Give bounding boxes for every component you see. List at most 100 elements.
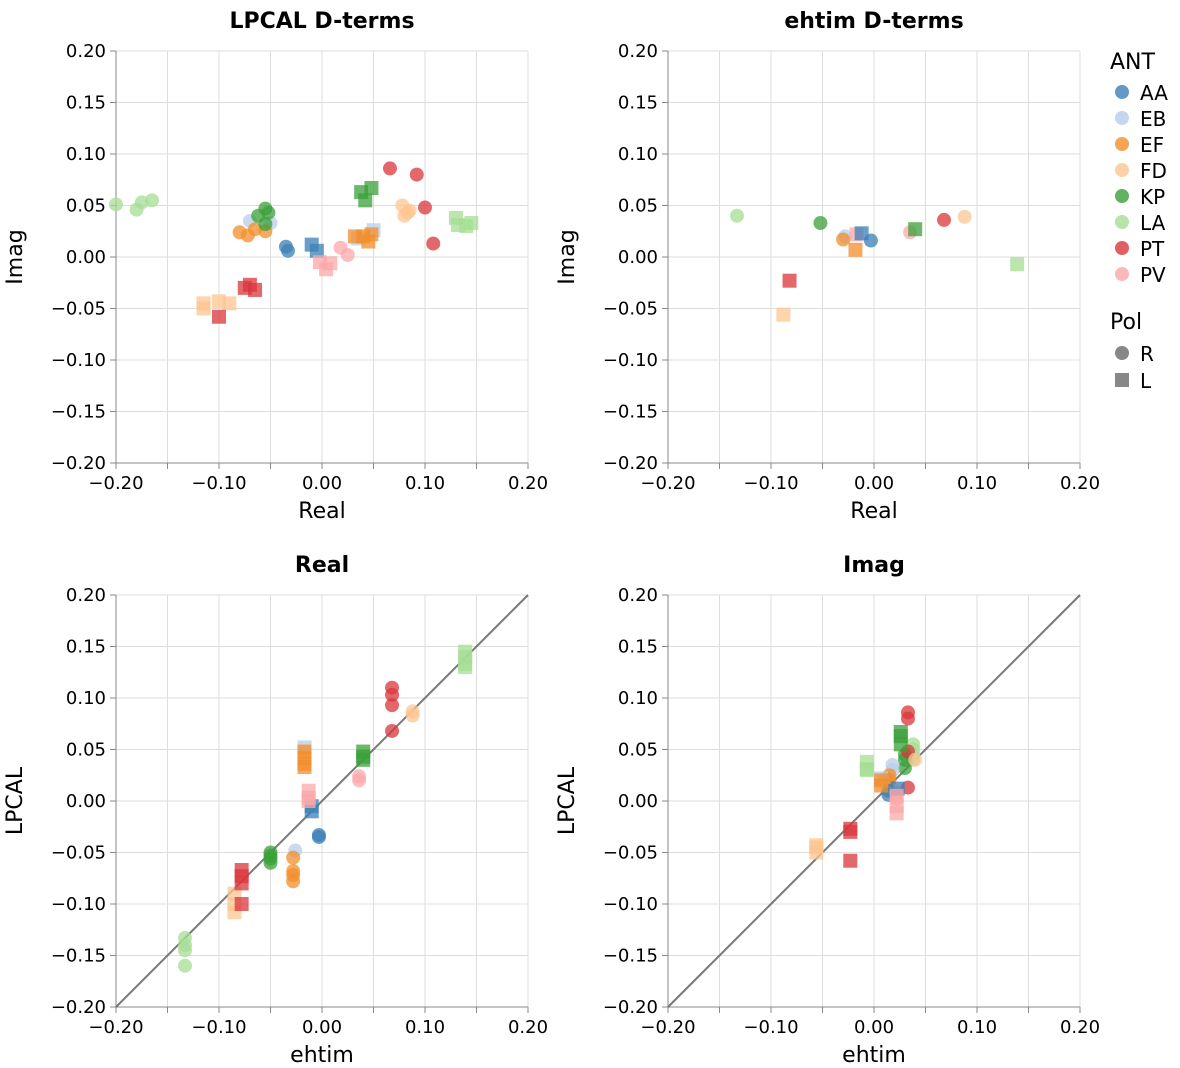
data-point-kp-r <box>261 205 276 220</box>
x-tick-label: −0.20 <box>88 473 143 494</box>
x-tick-label: 0.00 <box>302 1017 342 1038</box>
x-tick-label: −0.20 <box>640 473 695 494</box>
legend-pol-label: L <box>1140 369 1152 393</box>
chart-panels: LPCAL D-terms −0.20 −0.10 0.00 0.10 0.20 0.20 0… <box>3 9 1100 1068</box>
x-tick-label: 0.10 <box>405 1017 445 1038</box>
data-point-kp-r <box>813 216 828 231</box>
x-tick-label: 0.10 <box>957 473 997 494</box>
y-tick-label: 0.20 <box>618 585 658 606</box>
chart-panel-1: LPCAL D-terms −0.20 −0.10 0.00 0.10 0.20 0.20 0… <box>3 9 548 524</box>
legend-label-aa: AA <box>1140 81 1168 105</box>
chart-title: LPCAL D-terms <box>229 9 414 34</box>
data-point-ef-l <box>874 778 889 793</box>
data-point-kp-r <box>897 761 912 776</box>
data-point-fd-r <box>957 209 972 224</box>
data-point-kp-l <box>893 737 908 752</box>
y-tick-label: −0.10 <box>603 894 658 915</box>
y-tick-label: 0.00 <box>618 247 658 268</box>
data-point-pv-l <box>301 794 316 808</box>
data-point-pv-l <box>889 788 904 803</box>
legend-swatch-aa <box>1115 85 1129 99</box>
y-tick-label: −0.05 <box>51 299 106 320</box>
chart-panel-4: Imag −0.20 −0.10 0.00 0.10 0.20 0.20 0.15 0.10 0.… <box>555 553 1100 1068</box>
y-tick-label: −0.10 <box>51 894 106 915</box>
x-tick-label: −0.20 <box>88 1017 143 1038</box>
y-tick-label: 0.05 <box>618 740 658 761</box>
data-point-pt-l <box>843 824 858 839</box>
y-tick-label: 0.05 <box>66 196 106 217</box>
y-tick-label: −0.10 <box>51 350 106 371</box>
data-point-fd-l <box>222 296 237 311</box>
data-point-pt-l <box>782 273 797 288</box>
y-tick-label: 0.15 <box>618 93 658 114</box>
x-tick-label: 0.10 <box>405 473 445 494</box>
x-tick-label: −0.10 <box>191 1017 246 1038</box>
data-point-la-l <box>458 660 473 675</box>
legend-label-pt: PT <box>1140 237 1165 261</box>
data-point-la-r <box>109 197 123 212</box>
data-point-pt-l <box>234 897 249 911</box>
y-tick-label: 0.10 <box>66 144 106 165</box>
chart-title: ehtim D-terms <box>784 9 963 34</box>
x-tick-label: 0.20 <box>1060 1017 1100 1038</box>
y-axis-title: LPCAL <box>3 766 28 835</box>
y-tick-label: −0.15 <box>603 402 658 423</box>
legend-swatch-eb <box>1115 111 1129 125</box>
y-tick-label: 0.05 <box>66 740 106 761</box>
data-point-pt-l <box>843 853 858 868</box>
data-point-la-l <box>464 216 479 231</box>
legend-swatch-fd <box>1115 163 1129 177</box>
data-point-pt-r <box>409 167 424 182</box>
y-tick-label: 0.15 <box>66 93 106 114</box>
y-tick-label: −0.05 <box>51 843 106 864</box>
y-axis-title: LPCAL <box>555 766 580 835</box>
legend-swatch-kp <box>1115 189 1129 203</box>
data-point-pv-l <box>323 256 338 271</box>
data-point-pt-r <box>385 723 400 738</box>
legend-swatch-la <box>1115 215 1129 229</box>
data-point-aa-l <box>854 226 869 241</box>
data-point-pt-r <box>382 161 397 176</box>
y-tick-label: −0.15 <box>51 402 106 423</box>
data-point-pt-r <box>900 711 915 726</box>
x-axis-title: Real <box>298 499 345 524</box>
y-axis-title: Imag <box>3 229 28 284</box>
data-point-ef-r <box>286 850 301 865</box>
legend-swatch-pt <box>1115 241 1129 255</box>
data-point-fd-r <box>405 704 420 719</box>
chart-panel-2: ehtim D-terms −0.20 −0.10 0.00 0.10 0.20 0.20 0… <box>555 9 1100 524</box>
data-point-ef-l <box>297 760 312 775</box>
x-tick-label: −0.20 <box>640 1017 695 1038</box>
x-axis-title: ehtim <box>842 1043 906 1068</box>
x-tick-label: 0.20 <box>508 1017 548 1038</box>
x-tick-label: −0.10 <box>743 473 798 494</box>
data-point-fd-l <box>809 838 824 853</box>
data-point-ef-r <box>286 874 301 889</box>
data-point-pt-r <box>385 687 400 702</box>
legend-label-la: LA <box>1140 211 1166 235</box>
x-axis-title: Real <box>850 499 897 524</box>
y-tick-label: −0.05 <box>603 299 658 320</box>
y-axis-title: Imag <box>555 229 580 284</box>
y-tick-label: −0.20 <box>603 453 658 474</box>
data-point-ef-r <box>836 232 851 247</box>
data-point-pv-r <box>352 769 367 784</box>
identity-line <box>667 594 1081 1008</box>
legend-shape-circle <box>1115 346 1129 360</box>
data-point-kp-l <box>356 752 371 767</box>
legend-swatch-pv <box>1115 267 1129 281</box>
legend-pol-items: RL <box>1115 342 1154 393</box>
data-point-la-r <box>730 208 745 223</box>
data-point-pt-l <box>234 876 249 891</box>
data-point-fd-l <box>776 307 791 322</box>
y-tick-label: −0.15 <box>51 946 106 967</box>
y-tick-label: 0.05 <box>618 196 658 217</box>
legend-swatch-ef <box>1115 137 1129 151</box>
data-point-fd-r <box>400 205 415 220</box>
data-point-pt-r <box>937 212 952 227</box>
legend-ant-title: ANT <box>1110 50 1156 75</box>
chart-title: Imag <box>843 553 905 578</box>
data-point-ef-l <box>361 234 376 249</box>
